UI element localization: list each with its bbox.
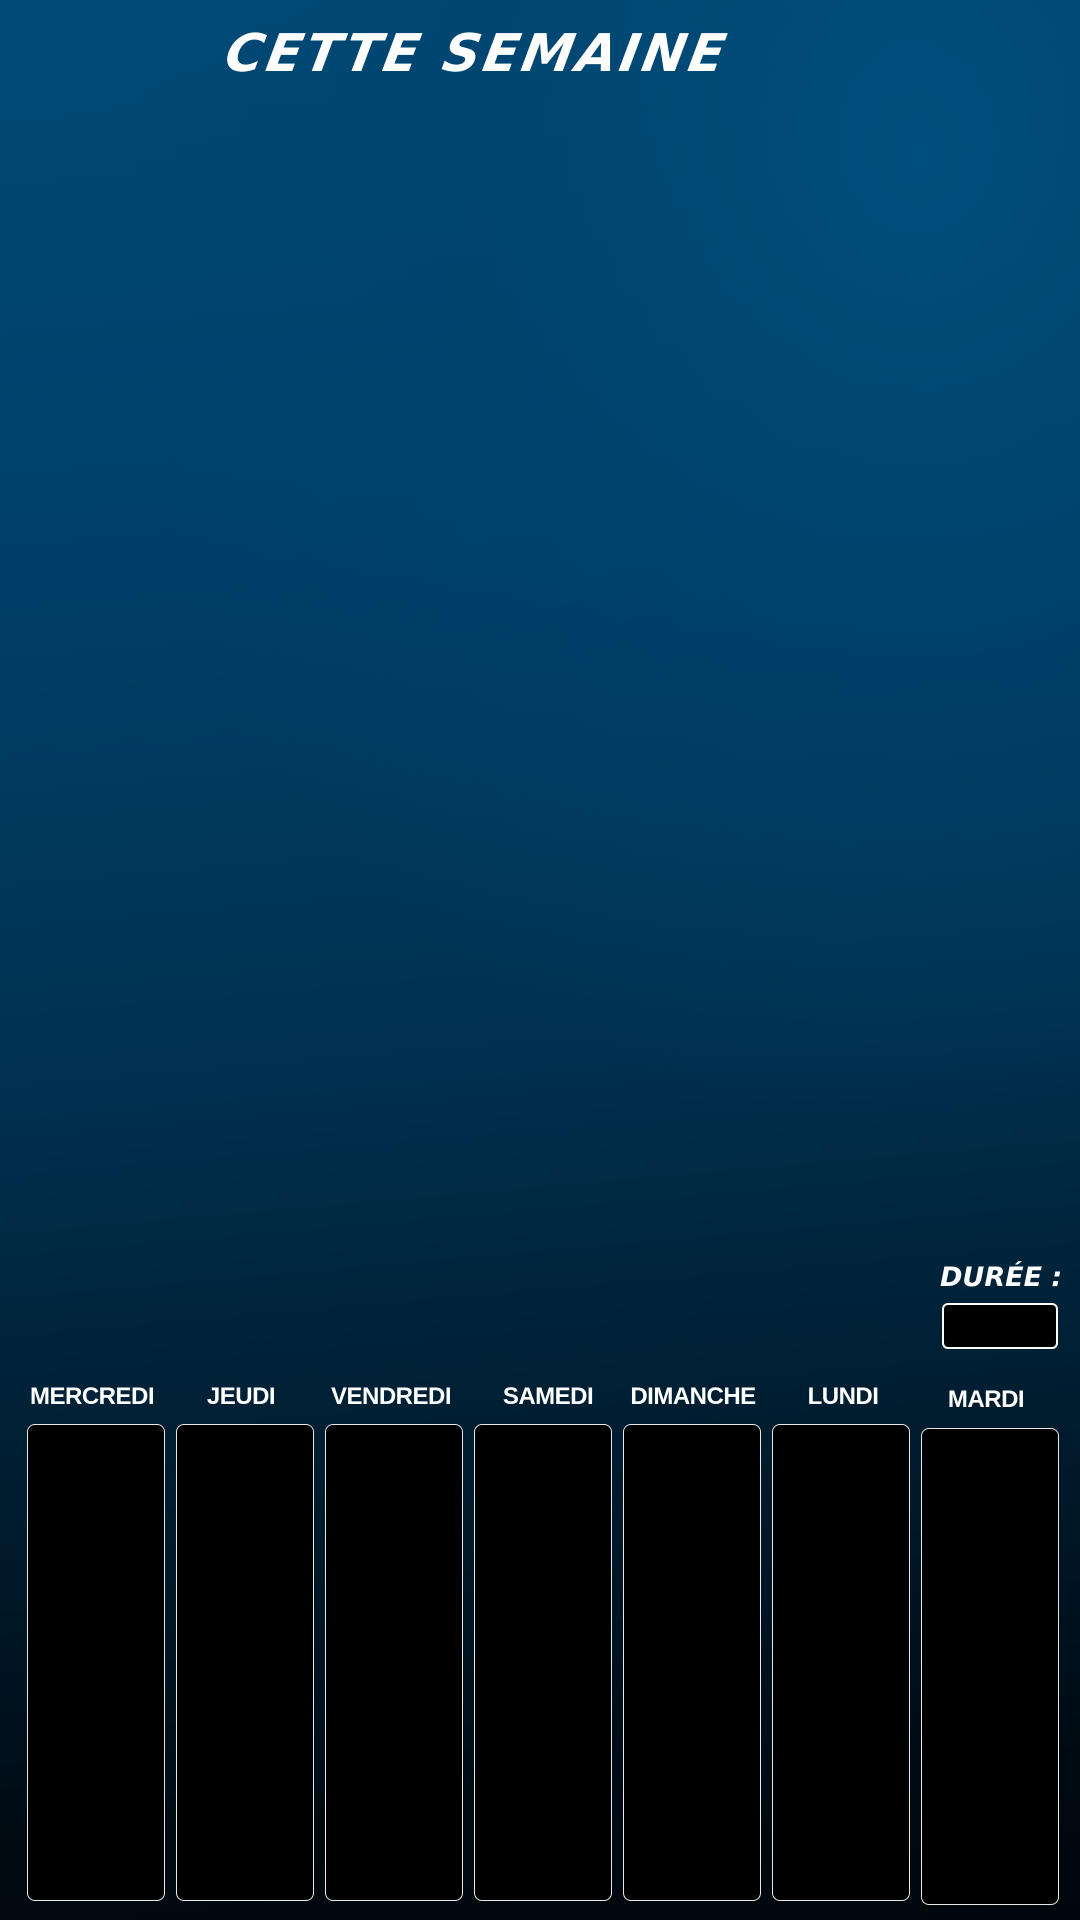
page-title: CETTE SEMAINE bbox=[220, 24, 734, 84]
day-label-lundi: LUNDI bbox=[807, 1383, 879, 1410]
day-label-dimanche: DIMANCHE bbox=[630, 1383, 756, 1410]
duration-field[interactable] bbox=[942, 1303, 1058, 1349]
day-label-mercredi: MERCREDI bbox=[29, 1383, 155, 1410]
day-box-lundi[interactable] bbox=[772, 1424, 910, 1901]
day-label-vendredi: VENDREDI bbox=[330, 1383, 452, 1410]
day-box-mardi[interactable] bbox=[921, 1428, 1059, 1905]
day-label-mardi: MARDI bbox=[947, 1386, 1025, 1413]
day-box-jeudi[interactable] bbox=[176, 1424, 314, 1901]
day-box-vendredi[interactable] bbox=[325, 1424, 463, 1901]
day-box-samedi[interactable] bbox=[474, 1424, 612, 1901]
day-label-samedi: SAMEDI bbox=[502, 1383, 594, 1410]
day-label-jeudi: JEUDI bbox=[206, 1383, 276, 1410]
duration-label: DURÉE : bbox=[940, 1262, 1063, 1293]
day-box-mercredi[interactable] bbox=[27, 1424, 165, 1901]
day-box-dimanche[interactable] bbox=[623, 1424, 761, 1901]
